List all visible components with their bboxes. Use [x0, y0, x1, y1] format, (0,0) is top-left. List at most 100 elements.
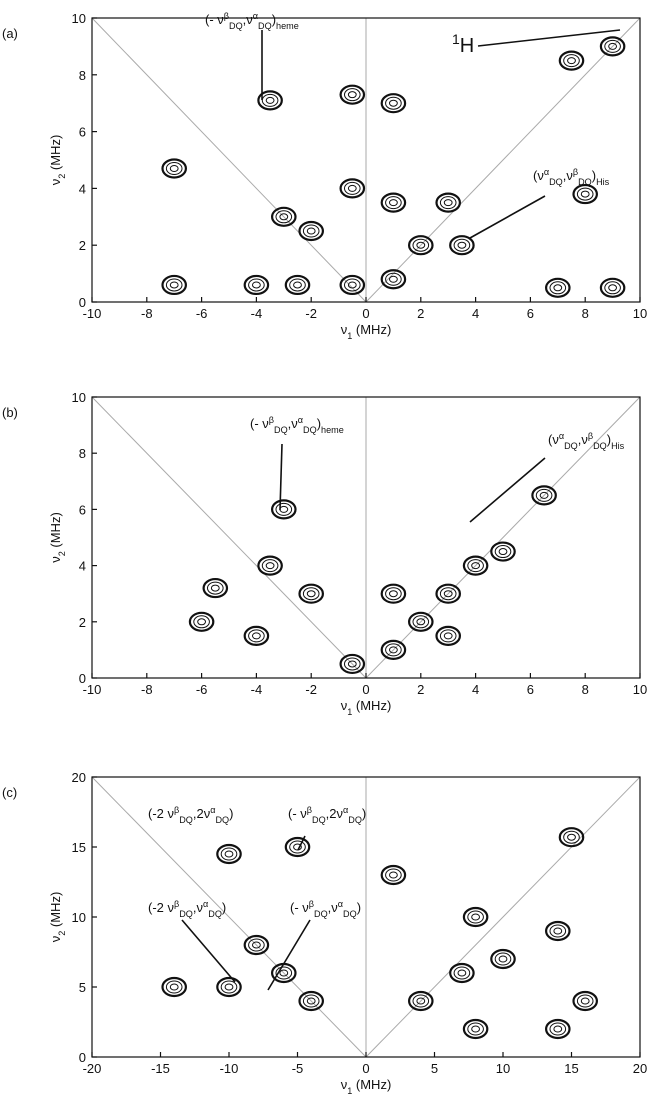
label-part: ,ν — [243, 12, 253, 27]
x-tick-label: 4 — [472, 306, 479, 321]
y-tick-label: 15 — [72, 840, 86, 855]
contour-peak — [499, 956, 507, 962]
label-part: β — [174, 805, 179, 815]
label-part: ,2ν — [193, 806, 210, 821]
label-part: (- ν — [205, 12, 224, 27]
x-tick-label: -5 — [292, 1061, 304, 1076]
label-part: (-2 ν — [148, 806, 174, 821]
rich-label: ν1 (MHz) — [341, 322, 392, 341]
contour-peak — [390, 872, 398, 878]
contour-peak — [386, 97, 402, 109]
leader-line — [182, 920, 235, 982]
contour-peak — [390, 591, 398, 597]
contour-peak — [225, 984, 233, 990]
contour-peak — [495, 953, 511, 965]
x-tick-label: 8 — [582, 306, 589, 321]
label-part: β — [174, 899, 179, 909]
label-part: DQ — [179, 909, 193, 919]
contour-peak — [472, 1026, 480, 1032]
contour-peak — [550, 1023, 566, 1035]
contour-peak — [262, 560, 278, 572]
contour-peak — [499, 549, 507, 555]
label-part: (- ν — [250, 416, 269, 431]
rich-label: (- νβDQ,ναDQ)heme — [205, 11, 299, 31]
contour-peak — [468, 911, 484, 923]
guide-line — [92, 397, 366, 678]
y-tick-label: 0 — [79, 1050, 86, 1065]
label-part: 1 — [452, 31, 460, 47]
contour-peak — [249, 279, 265, 291]
contour-peak — [303, 225, 319, 237]
contour-peak — [307, 591, 315, 597]
contour-peak — [194, 616, 210, 628]
contour-peak — [208, 582, 224, 594]
label-part: DQ — [303, 425, 317, 435]
contour-peak — [550, 925, 566, 937]
rich-label: ν2 (MHz) — [48, 512, 67, 563]
contour-peak — [440, 197, 456, 209]
rich-label: (- νβDQ,ναDQ)heme — [250, 415, 344, 435]
contour-peak — [170, 166, 178, 172]
contour-peak — [458, 970, 466, 976]
contour-peak — [386, 869, 402, 881]
contour-peak — [170, 282, 178, 288]
contour-peak — [166, 981, 182, 993]
rich-label: ν1 (MHz) — [341, 1077, 392, 1095]
y-tick-label: 4 — [79, 559, 86, 574]
x-tick-label: 2 — [417, 306, 424, 321]
x-tick-label: 8 — [582, 682, 589, 697]
contour-peak — [577, 188, 593, 200]
x-tick-label: -4 — [251, 682, 263, 697]
contour-peak — [345, 279, 361, 291]
label-part: ,ν — [288, 416, 298, 431]
label-part: DQ — [343, 909, 357, 919]
label-part: DQ — [229, 21, 243, 31]
rich-label: ν2 (MHz) — [48, 135, 67, 186]
contour-peak — [225, 851, 233, 857]
contour-peak — [468, 1023, 484, 1035]
y-tick-label: 8 — [79, 68, 86, 83]
y-tick-label: 10 — [72, 11, 86, 26]
x-tick-label: 15 — [564, 1061, 578, 1076]
x-tick-label: 10 — [633, 306, 647, 321]
y-tick-label: 10 — [72, 390, 86, 405]
x-tick-label: -6 — [196, 306, 208, 321]
y-tick-label: 0 — [79, 671, 86, 686]
label-part: H — [460, 35, 474, 57]
label-part: (-2 ν — [148, 900, 174, 915]
y-tick-label: 2 — [79, 615, 86, 630]
label-part: β — [573, 167, 578, 177]
contour-peak — [345, 89, 361, 101]
panel-label: (b) — [2, 405, 18, 420]
guide-line — [92, 18, 366, 302]
label-part: α — [544, 167, 549, 177]
label-part: α — [298, 415, 303, 425]
contour-peak — [345, 182, 361, 194]
contour-peak — [348, 92, 356, 98]
page: -10-8-6-4-202468100246810(a)ν1 (MHz)ν2 (… — [0, 0, 654, 1095]
x-tick-label: -2 — [305, 682, 317, 697]
contour-peak — [221, 848, 237, 860]
label-part: DQ — [564, 441, 578, 451]
x-tick-label: -4 — [251, 306, 263, 321]
contour-peak — [581, 191, 589, 197]
x-tick-label: 5 — [431, 1061, 438, 1076]
contour-peak — [581, 998, 589, 1004]
contour-peak — [554, 1026, 562, 1032]
contour-peak — [266, 563, 274, 569]
contour-peak — [554, 285, 562, 291]
contour-peak — [266, 97, 274, 103]
label-part: DQ — [208, 909, 222, 919]
label-part: α — [253, 11, 258, 21]
rich-label: (-2 νβDQ,2ναDQ) — [148, 805, 233, 825]
contour-peak — [294, 282, 302, 288]
x-tick-label: 0 — [362, 306, 369, 321]
contour-peak — [564, 55, 580, 67]
label-part: ,2ν — [326, 806, 343, 821]
x-tick-label: 0 — [362, 682, 369, 697]
label-part: heme — [321, 425, 344, 435]
x-tick-label: 6 — [527, 306, 534, 321]
label-part: heme — [276, 21, 299, 31]
contour-peak — [454, 967, 470, 979]
contour-peak — [211, 585, 219, 591]
